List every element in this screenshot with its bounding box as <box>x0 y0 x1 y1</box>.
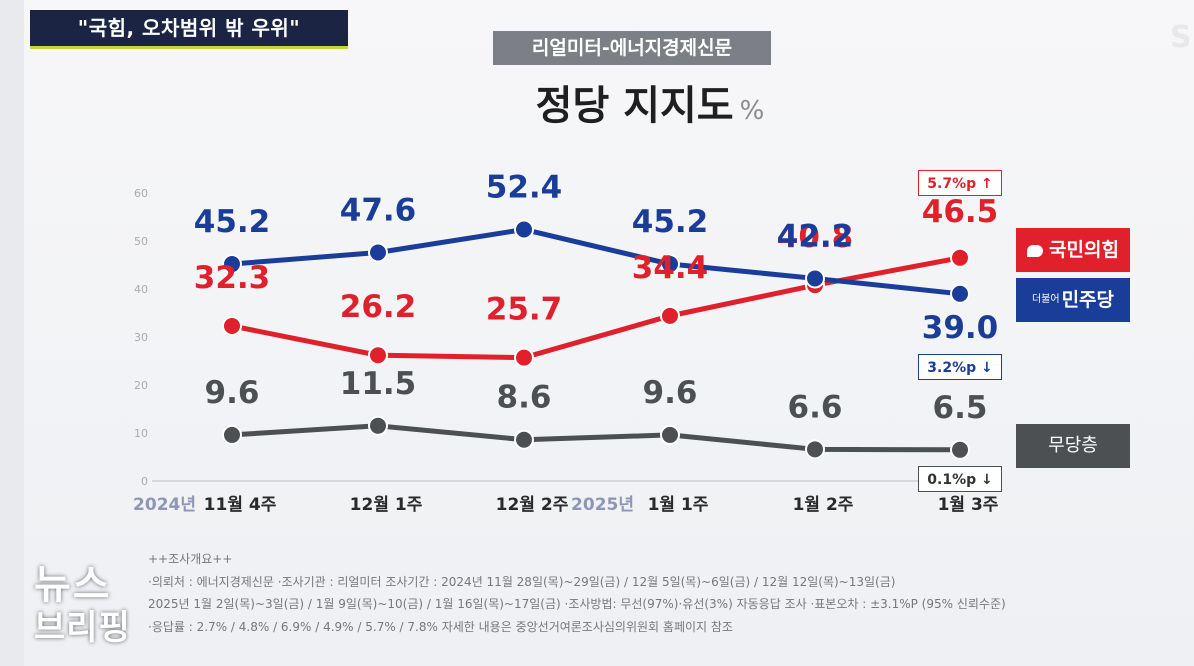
x-tick-label: 1월 3주 <box>938 495 999 515</box>
legend-dp-small: 더불어 <box>1031 294 1060 305</box>
change-badge-dp: 3.2%p ↓ <box>918 354 1002 380</box>
y-tick-label: 60 <box>134 187 148 200</box>
data-label: 46.5 <box>922 194 999 230</box>
data-point <box>805 439 825 460</box>
data-label: 8.6 <box>497 380 552 416</box>
data-point <box>514 429 534 450</box>
y-tick-label: 30 <box>134 331 148 344</box>
series-line-1 <box>229 226 963 297</box>
x-tick-label: 11월 4주 <box>204 495 277 515</box>
change-badge-ppp: 5.7%p ↑ <box>918 170 1002 196</box>
data-label: 32.3 <box>194 260 271 296</box>
data-label: 40.8 <box>777 219 854 255</box>
data-label: 42.2 <box>777 218 854 254</box>
notes-line: 2025년 1월 2일(목)~3일(금) / 1월 9일(목)~10(금) / … <box>148 597 1006 611</box>
chart-title-text: 정당 지지도 <box>535 83 734 129</box>
data-label: 47.6 <box>340 193 417 229</box>
data-label: 52.4 <box>486 169 563 205</box>
chart-title-unit: % <box>739 96 765 126</box>
data-point <box>950 283 970 304</box>
y-tick-label: 0 <box>141 475 148 488</box>
data-label: 39.0 <box>922 310 999 346</box>
headline-caption: "국힘, 오차범위 밖 우위" <box>30 10 348 46</box>
y-tick-label: 20 <box>134 379 148 392</box>
legend-dp-label: 민주당 <box>1061 289 1115 311</box>
ppp-logo-icon <box>1027 244 1044 257</box>
data-point <box>222 424 242 445</box>
x-tick-label: 1월 1주 <box>648 495 709 515</box>
data-label: 11.5 <box>340 366 417 402</box>
data-point <box>514 347 534 368</box>
x-year-label: 2024년 <box>133 495 196 515</box>
legend-ppp: 국민의힘 <box>1016 228 1130 272</box>
legend-ppp-label: 국민의힘 <box>1049 239 1119 261</box>
chart-title: 정당 지지도% <box>480 78 820 134</box>
data-point <box>222 254 242 275</box>
program-logo-line2: 브리핑 <box>34 608 131 648</box>
y-tick-label: 40 <box>134 283 148 296</box>
y-tick-label: 10 <box>134 427 148 440</box>
x-tick-label: 12월 2주 <box>496 495 569 515</box>
legend-independent: 무당층 <box>1016 424 1130 468</box>
data-point <box>660 424 680 445</box>
data-point <box>950 439 970 460</box>
data-label: 26.2 <box>340 289 417 325</box>
data-label: 9.6 <box>205 375 260 411</box>
data-point <box>660 305 680 326</box>
data-label: 34.4 <box>632 250 709 286</box>
data-point <box>950 247 970 268</box>
notes-heading: ++조사개요++ <box>148 552 233 566</box>
notes-line: ·응답률 : 2.7% / 4.8% / 6.9% / 4.9% / 5.7% … <box>148 619 733 634</box>
data-label: 45.2 <box>632 204 709 240</box>
change-badge-independent: 0.1%p ↓ <box>918 466 1002 492</box>
x-tick-label: 1월 2주 <box>793 495 854 515</box>
data-point <box>514 219 534 240</box>
data-point <box>660 254 680 275</box>
data-point <box>222 315 242 336</box>
source-label: 리얼미터-에너지경제신문 <box>493 31 771 65</box>
data-label: 25.7 <box>486 292 563 328</box>
data-label: 45.2 <box>194 204 271 240</box>
data-label: 6.6 <box>788 389 843 425</box>
notes-line: ·의뢰처 : 에너지경제신문 ·조사기관 : 리얼미터 조사기간 : 2024년… <box>148 574 896 589</box>
program-logo: 뉴스 브리핑 <box>34 562 138 648</box>
data-point <box>368 415 388 436</box>
data-point <box>368 345 388 366</box>
channel-corner-mark: S <box>1170 20 1192 55</box>
data-point <box>368 242 388 263</box>
x-year-label: 2025년 <box>571 495 634 515</box>
series-line-2 <box>229 423 963 453</box>
data-label: 9.6 <box>643 375 698 411</box>
legend-dp: 더불어 민주당 <box>1016 278 1130 322</box>
survey-notes: ++조사개요++ ·의뢰처 : 에너지경제신문 ·조사기관 : 리얼미터 조사기… <box>148 548 1018 638</box>
data-label: 6.5 <box>933 390 988 426</box>
program-logo-line1: 뉴스 <box>34 562 112 608</box>
legend-ind-label: 무당층 <box>1048 435 1098 456</box>
x-tick-label: 12월 1주 <box>350 495 423 515</box>
headline-underline <box>30 46 348 49</box>
data-point <box>805 268 825 289</box>
y-tick-label: 50 <box>134 235 148 248</box>
